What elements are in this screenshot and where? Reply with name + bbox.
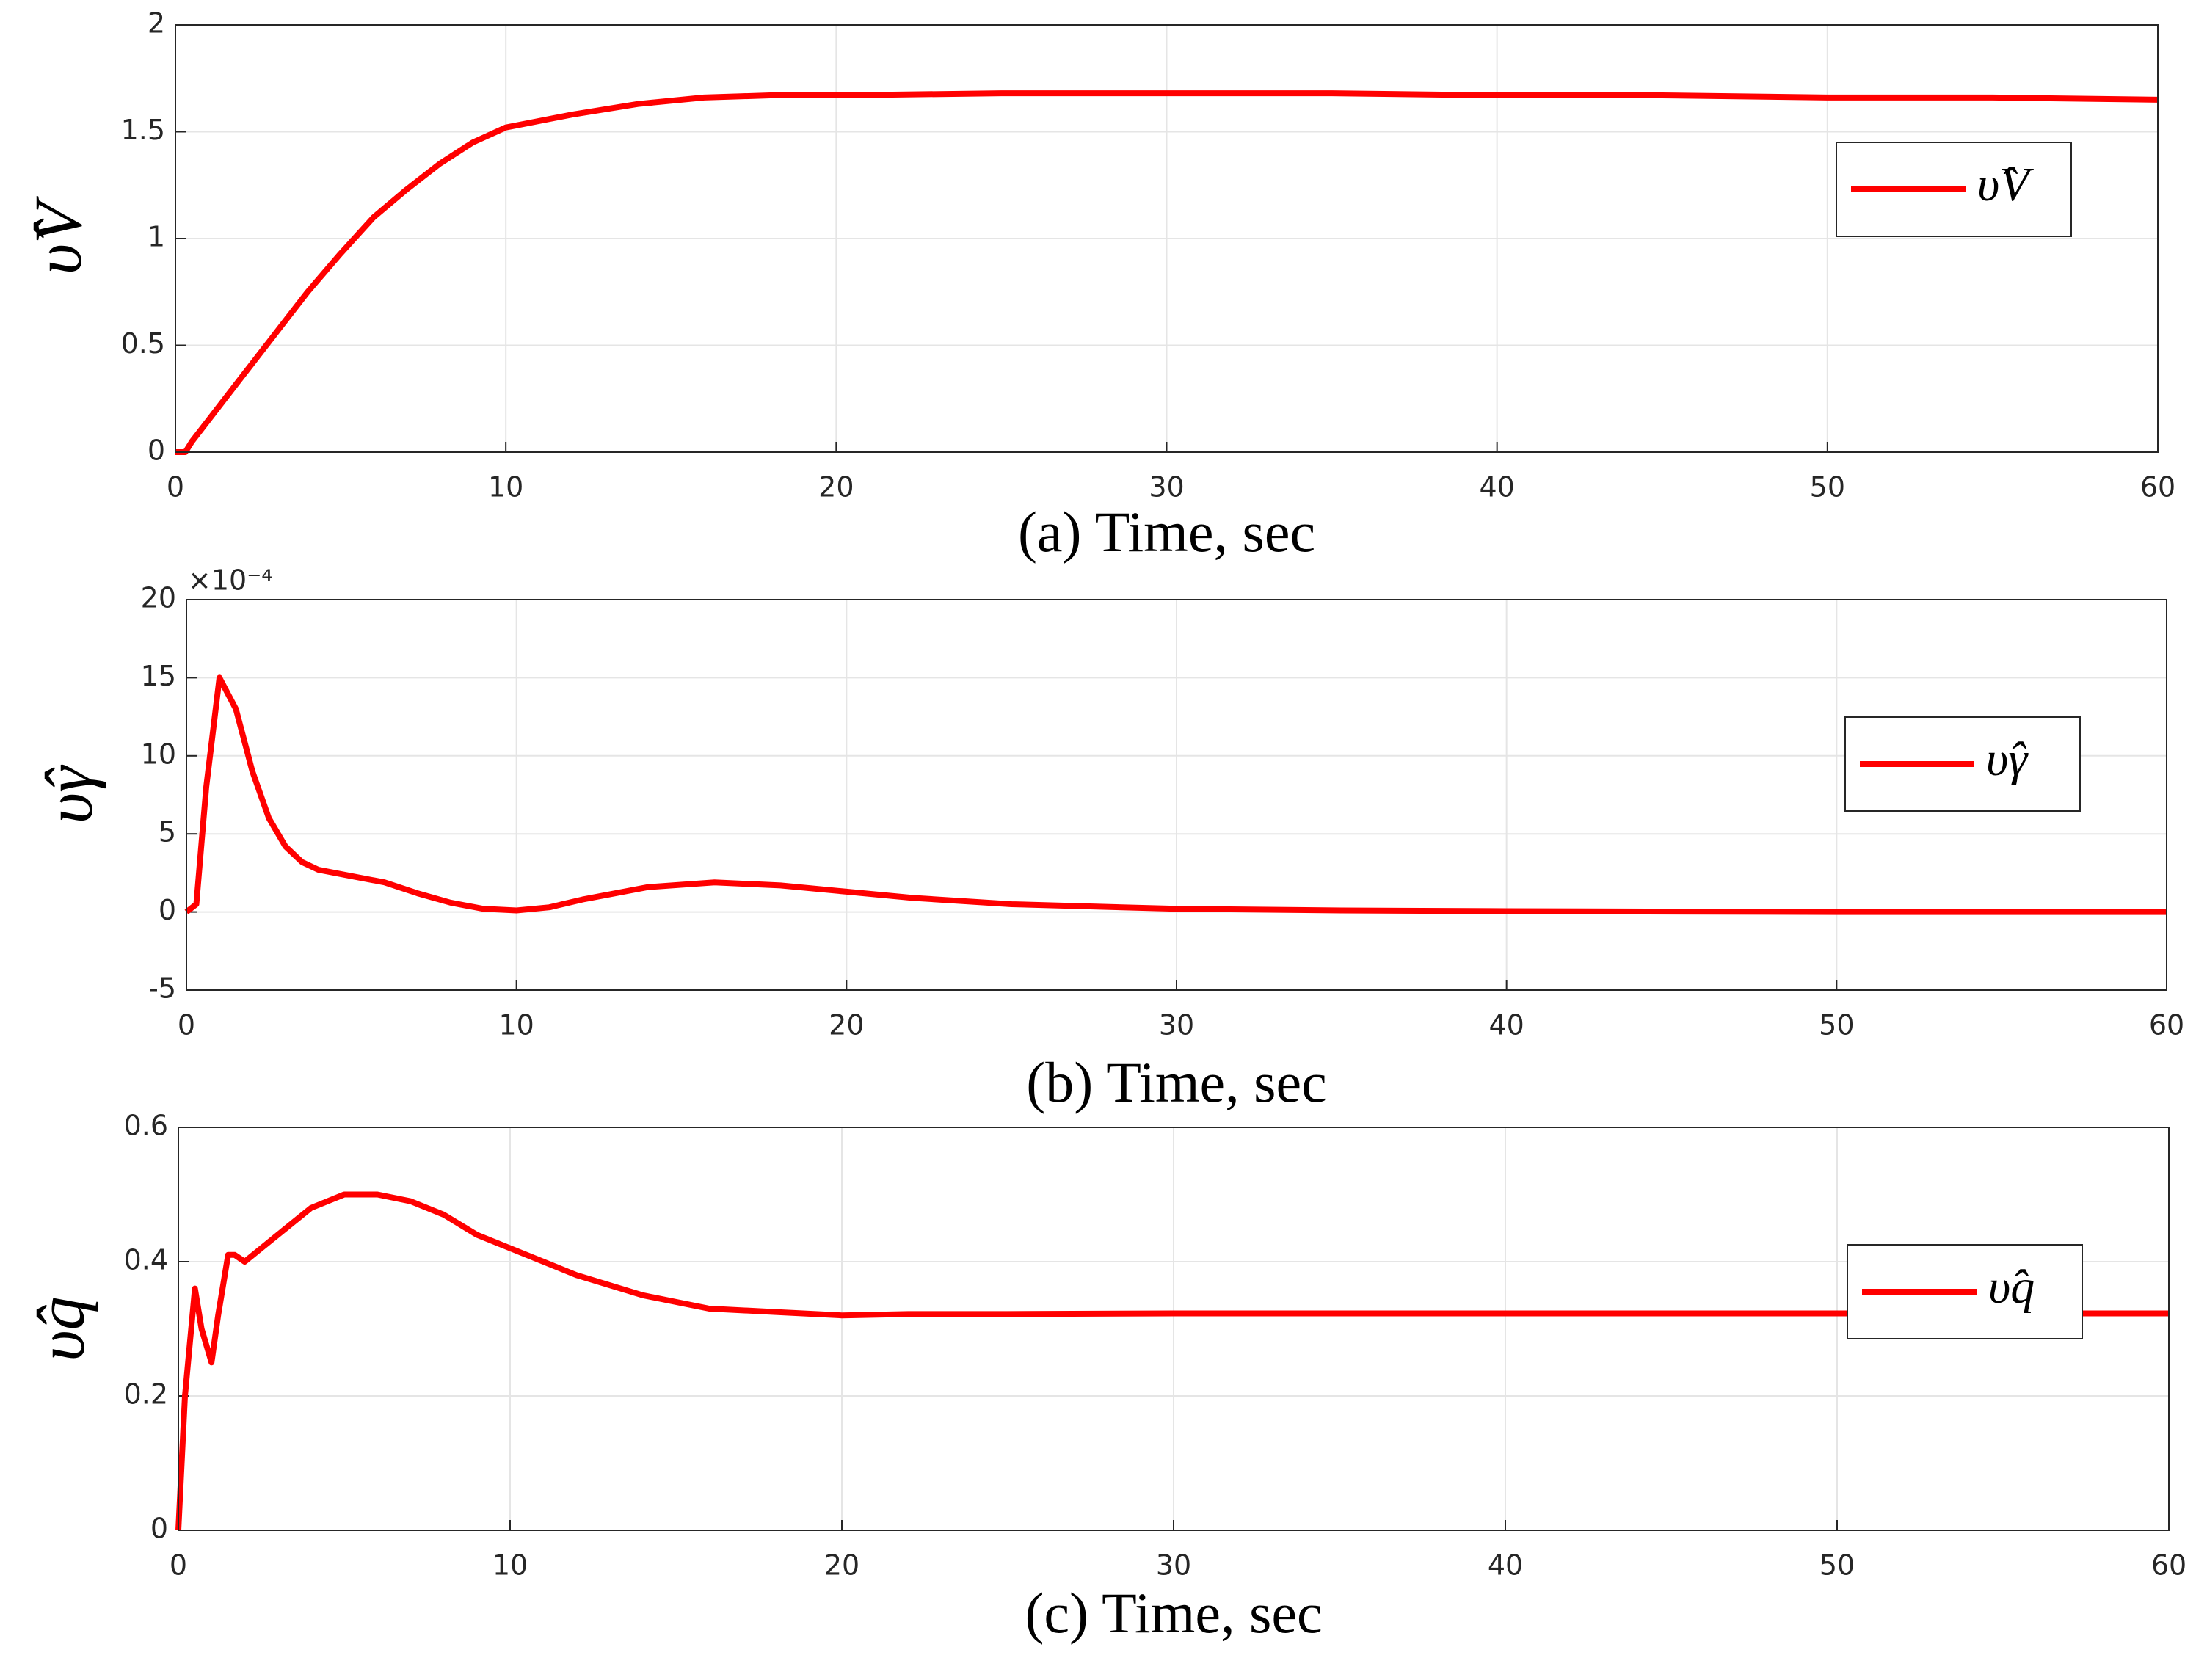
data-line — [184, 674, 2167, 915]
y-tick-label: 10 — [141, 738, 176, 770]
x-tick-label: 0 — [178, 1009, 195, 1041]
legend-label: υ̂q — [1988, 1260, 2035, 1314]
y-tick-label: 0.5 — [121, 327, 165, 360]
y-tick-label: 20 — [141, 582, 176, 614]
y-tick-label: 0 — [148, 434, 165, 467]
x-axis-label: (b) Time, sec — [1026, 1050, 1327, 1114]
axis-exponent: ×10⁻⁴ — [188, 564, 272, 597]
x-tick-label: 50 — [1819, 1009, 1854, 1041]
y-axis-label: υ̂q — [23, 1296, 98, 1361]
chart: 0 10 20 30 40 50 60 0 0.2 0.4 0.6 (c) Time, sec υ̂q υ… — [23, 1110, 2186, 1645]
x-tick-label: 10 — [488, 471, 523, 503]
legend-label: υ̂V — [1977, 158, 2034, 211]
y-tick-label: 15 — [141, 660, 176, 692]
legend-label: υ̂γ — [1986, 732, 2029, 786]
x-tick-label: 40 — [1488, 1549, 1523, 1582]
y-tick-label: 5 — [159, 816, 176, 848]
data-line — [175, 1191, 2169, 1531]
legend: υ̂q — [1847, 1244, 2083, 1339]
x-tick-label: 30 — [1149, 471, 1184, 503]
x-tick-label: 20 — [818, 471, 854, 503]
x-tick-label: 60 — [2149, 1009, 2184, 1041]
x-axis-label: (c) Time, sec — [1025, 1581, 1322, 1645]
y-tick-label: 0.6 — [124, 1110, 168, 1142]
legend: υ̂V — [1836, 142, 2072, 237]
x-tick-label: 30 — [1159, 1009, 1194, 1041]
x-tick-label: 20 — [829, 1009, 864, 1041]
x-tick-label: 60 — [2140, 471, 2175, 503]
x-tick-label: 40 — [1488, 1009, 1524, 1041]
x-tick-label: 60 — [2151, 1549, 2186, 1582]
y-axis-label: υ̂V — [21, 195, 95, 274]
y-tick-label: 2 — [148, 7, 165, 40]
x-tick-label: 10 — [492, 1549, 528, 1582]
x-tick-label: 50 — [1810, 471, 1845, 503]
x-tick-label: 20 — [824, 1549, 859, 1582]
y-tick-label: 0 — [159, 894, 176, 926]
legend: υ̂γ — [1844, 716, 2081, 812]
y-tick-label: -5 — [148, 972, 176, 1005]
x-tick-label: 0 — [167, 471, 184, 503]
x-tick-label: 40 — [1479, 471, 1514, 503]
x-axis-label: (a) Time, sec — [1018, 500, 1315, 564]
y-tick-label: 1 — [148, 221, 165, 253]
y-tick-label: 0.4 — [124, 1244, 168, 1276]
x-tick-label: 10 — [498, 1009, 534, 1041]
chart: 0 10 20 30 40 50 60 0 0.5 1 1.5 2 (a) Time, sec υ̂V υ̂… — [21, 7, 2175, 564]
x-tick-label: 30 — [1156, 1549, 1191, 1582]
data-line — [175, 90, 2159, 455]
x-tick-label: 50 — [1819, 1549, 1855, 1582]
y-tick-label: 0.2 — [124, 1378, 168, 1411]
axes-box — [178, 1127, 2170, 1531]
y-axis-label: υ̂γ — [32, 764, 106, 823]
y-tick-label: 1.5 — [121, 114, 165, 146]
axes-box — [175, 24, 2159, 453]
y-tick-label: 0 — [150, 1513, 168, 1545]
x-tick-label: 0 — [170, 1549, 187, 1582]
axes-box — [186, 599, 2167, 991]
